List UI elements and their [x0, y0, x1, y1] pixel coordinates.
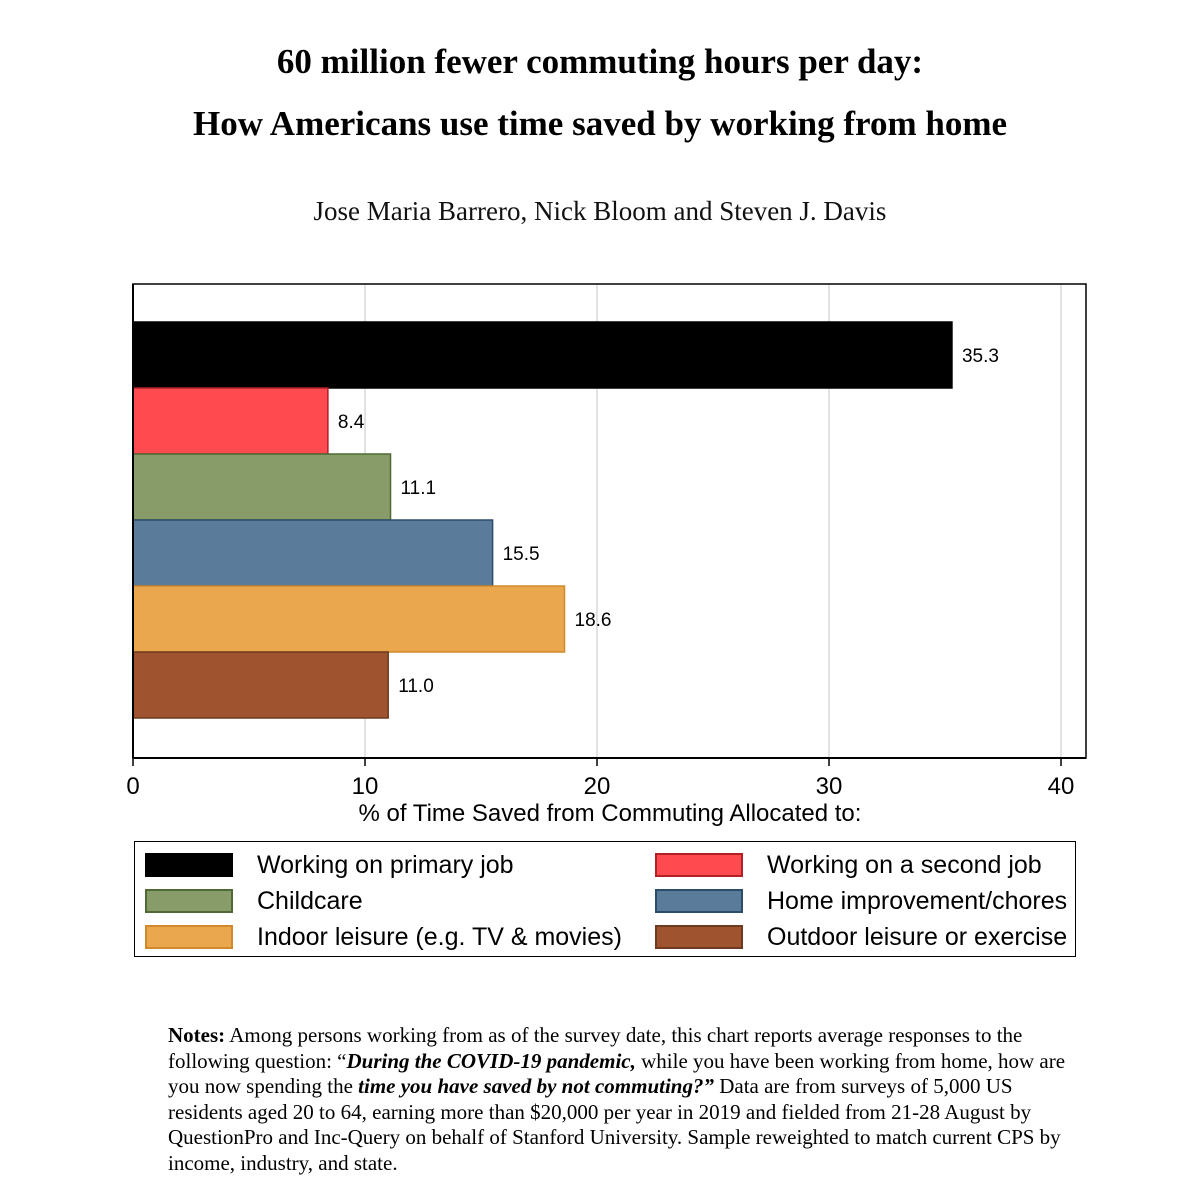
bar-value-label: 8.4	[338, 412, 365, 433]
bar	[132, 453, 392, 521]
bar	[132, 651, 389, 719]
legend-swatch	[145, 853, 233, 877]
bar-chart: 35.3 8.4 11.1 15.5 18.6 11.0 0 10 20 30 40 % of T…	[126, 283, 1087, 827]
legend-item: Childcare	[145, 886, 363, 916]
legend-swatch	[655, 853, 743, 877]
bar-value-label: 15.5	[503, 544, 540, 565]
notes-text-3: Data are from surveys of 5,000 US reside…	[168, 1074, 1061, 1175]
legend-label: Working on a second job	[767, 850, 1042, 879]
x-tick-label: 0	[126, 773, 139, 800]
legend-label: Childcare	[257, 886, 363, 915]
legend-swatch	[145, 889, 233, 913]
x-tick-label: 20	[584, 773, 611, 800]
chart-title-line-1: 60 million fewer commuting hours per day…	[276, 42, 924, 81]
x-tick-label: 30	[816, 773, 843, 800]
bar	[132, 321, 953, 389]
bar	[132, 585, 566, 653]
notes-text-2: while you have been working from home, h…	[168, 1048, 1066, 1099]
bars: 35.3 8.4 11.1 15.5 18.6 11.0	[132, 321, 999, 719]
legend-swatch	[655, 889, 743, 913]
legend-swatch	[145, 925, 233, 949]
notes-emphasis-2: time you have saved by not commuting?”	[358, 1074, 714, 1098]
legend-label: Working on primary job	[257, 850, 514, 879]
legend-item: Outdoor leisure or exercise	[655, 922, 1067, 952]
legend-item: Working on a second job	[655, 850, 1042, 880]
chart-notes: Notes: Among persons working from as of …	[168, 1023, 1068, 1176]
chart-title-line-2: How Americans use time saved by working …	[192, 104, 1008, 143]
legend: Working on primary job Working on a seco…	[134, 841, 1076, 957]
legend-item: Working on primary job	[145, 850, 514, 880]
bar	[132, 387, 329, 455]
bar	[132, 519, 494, 587]
chart-authors: Jose Maria Barrero, Nick Bloom and Steve…	[313, 196, 887, 226]
x-tick-label: 10	[352, 773, 379, 800]
legend-item: Indoor leisure (e.g. TV & movies)	[145, 922, 622, 952]
bar-value-label: 35.3	[962, 346, 999, 367]
bar-value-label: 11.0	[398, 676, 434, 697]
x-tick-label: 40	[1048, 773, 1075, 800]
bar-value-label: 11.1	[401, 478, 437, 499]
legend-label: Indoor leisure (e.g. TV & movies)	[257, 922, 622, 951]
notes-emphasis-1: During the COVID-19 pandemic,	[346, 1048, 636, 1073]
legend-label: Outdoor leisure or exercise	[767, 922, 1068, 951]
notes-text-1: Among persons working from as of the sur…	[168, 1023, 1023, 1073]
axes: 0 10 20 30 40	[126, 283, 1087, 800]
legend-label: Home improvement/chores	[767, 886, 1068, 915]
x-axis-label: % of Time Saved from Commuting Allocated…	[359, 800, 862, 827]
bar-value-label: 18.6	[575, 610, 612, 631]
legend-swatch	[655, 925, 743, 949]
legend-item: Home improvement/chores	[655, 886, 1067, 916]
notes-lead: Notes:	[168, 1023, 226, 1047]
